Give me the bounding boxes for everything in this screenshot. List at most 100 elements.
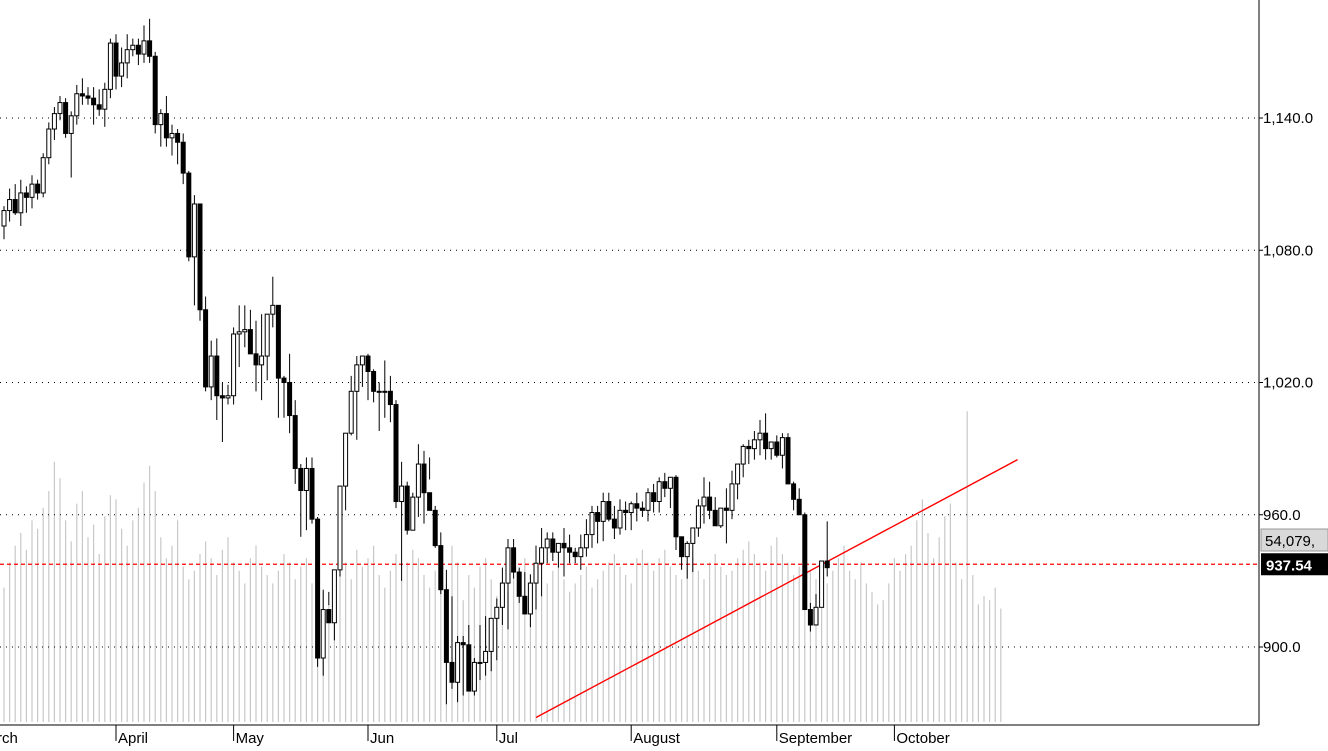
candle-body — [18, 192, 24, 214]
candle-body — [824, 560, 830, 569]
x-month-label: May — [236, 730, 265, 746]
candle-body — [544, 538, 550, 549]
candle-body — [29, 183, 35, 198]
candle-body — [460, 642, 466, 646]
candle-body — [91, 97, 97, 106]
candle-body — [147, 40, 153, 57]
candle-body — [46, 128, 52, 159]
candle-body — [393, 404, 399, 503]
y-tick-label: 1,140.0 — [1263, 110, 1313, 127]
candle-body — [511, 547, 517, 573]
candle-body — [623, 509, 629, 514]
candle-body — [387, 390, 393, 406]
candle-body — [57, 102, 63, 115]
candle-body — [785, 437, 791, 485]
candle-body — [320, 609, 326, 659]
candle-body — [499, 582, 505, 608]
candle-body — [438, 545, 444, 591]
candle-body — [656, 481, 662, 503]
axes — [0, 0, 1260, 726]
candle-body — [740, 445, 746, 465]
volume-readout-box — [1260, 528, 1328, 552]
candle-body — [533, 562, 539, 584]
candle-body — [746, 445, 752, 450]
candle-body — [645, 492, 651, 511]
x-axis-month-labels: rch April May Jun Jul August September October — [0, 725, 950, 747]
support-trendline — [535, 459, 1018, 719]
candle-body — [819, 560, 825, 608]
candle-body — [723, 507, 729, 511]
candle-body — [483, 650, 489, 663]
candle-body — [606, 501, 612, 520]
candle-body — [578, 547, 584, 558]
candle-body — [427, 492, 433, 511]
candle-body — [124, 49, 130, 64]
candle-body — [40, 157, 46, 194]
candle-body — [667, 476, 673, 489]
candle-body — [802, 514, 808, 611]
candle-body — [673, 476, 679, 538]
candle-body — [371, 370, 377, 392]
candle-body — [96, 104, 102, 110]
candle-body — [247, 329, 253, 355]
candle-body — [707, 496, 713, 511]
candle-body — [572, 551, 578, 558]
candle-body — [337, 485, 343, 571]
candle-body — [169, 132, 175, 139]
x-month-label: rch — [0, 730, 18, 746]
candle-body — [359, 355, 365, 366]
candle-body — [505, 547, 511, 584]
x-month-label: Jul — [499, 730, 518, 746]
candle-body — [455, 642, 461, 683]
candle-body — [432, 509, 438, 547]
candle-body — [180, 141, 186, 174]
candle-body — [1, 210, 7, 227]
candle-body — [735, 463, 741, 485]
volume-readout: 54,079, — [1265, 533, 1315, 550]
candle-body — [287, 382, 293, 417]
candle-body — [695, 505, 701, 529]
candle-body — [600, 501, 606, 522]
candle-body — [443, 589, 449, 663]
candle-body — [298, 467, 304, 492]
candle-body — [679, 536, 685, 558]
candle-body — [35, 183, 41, 194]
candle-body — [404, 485, 410, 531]
candle-body — [264, 313, 270, 357]
candle-body — [275, 304, 281, 379]
y-tick-label: 900.0 — [1263, 639, 1301, 656]
candle-body — [410, 496, 416, 531]
candle-body — [628, 503, 634, 514]
x-month-label: October — [896, 730, 949, 746]
candle-body — [113, 42, 119, 77]
candle-body — [203, 309, 209, 388]
candle-body — [231, 333, 237, 397]
candle-body — [701, 496, 707, 507]
candle-body — [348, 390, 354, 434]
candle-body — [399, 485, 405, 503]
candle-body — [23, 192, 29, 198]
candle-body — [494, 606, 500, 619]
candle-body — [163, 113, 169, 139]
candle-body — [303, 467, 309, 492]
candle-body — [270, 304, 276, 315]
candle-body — [186, 172, 192, 258]
candle-body — [158, 113, 164, 126]
candle-body — [662, 481, 668, 489]
candle-body — [539, 547, 545, 564]
candle-body — [152, 55, 158, 126]
price-boxes: 54,079, 937.54 — [1260, 528, 1328, 576]
x-month-label: April — [118, 730, 148, 746]
candle-body — [253, 353, 259, 366]
candle-body — [561, 542, 567, 549]
candle-body — [74, 93, 80, 117]
candle-body — [12, 199, 18, 214]
candle-body — [779, 437, 785, 456]
candle-body — [617, 509, 623, 529]
candle-body — [191, 203, 197, 258]
candle-body — [718, 507, 724, 527]
candle-body — [807, 609, 813, 626]
candle-body — [141, 40, 147, 55]
current-price-label: 937.54 — [1266, 557, 1313, 574]
candle-body — [690, 527, 696, 544]
